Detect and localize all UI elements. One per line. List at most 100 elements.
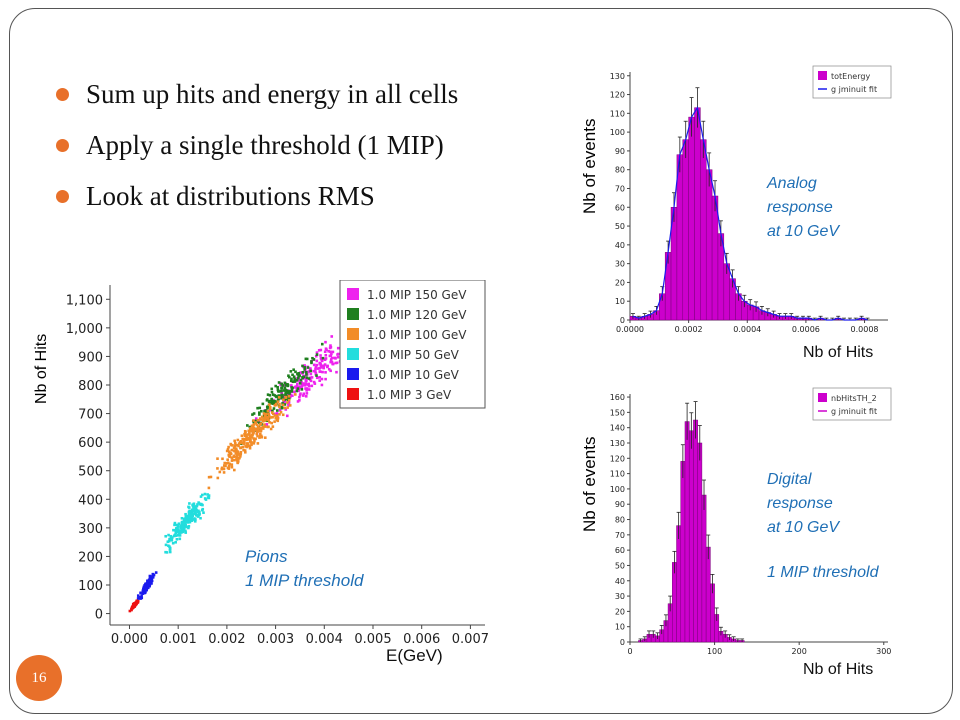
scatter-point <box>294 370 297 374</box>
scatter-point <box>290 377 293 381</box>
scatter-point <box>167 533 170 537</box>
y-tick-label: 130 <box>610 439 625 448</box>
scatter-point <box>305 392 309 395</box>
scatter-point <box>257 429 261 433</box>
histogram-bar <box>672 562 677 643</box>
scatter-point <box>284 388 288 392</box>
y-tick-label: 30 <box>615 260 625 269</box>
scatter-point <box>267 412 270 416</box>
page-number: 16 <box>16 655 62 701</box>
scatter-point <box>254 417 258 420</box>
scatter-point <box>314 371 318 375</box>
legend-box <box>812 387 892 421</box>
y-tick-label: 400 <box>78 493 103 508</box>
scatter-point <box>270 421 273 425</box>
legend-label: totEnergy <box>831 72 870 81</box>
scatter-point <box>251 413 254 416</box>
y-tick-label: 0 <box>620 638 625 647</box>
scatter-point <box>195 504 199 508</box>
scatter-point <box>324 353 328 357</box>
scatter-point <box>230 463 234 466</box>
scatter-point <box>148 577 152 581</box>
scatter-point <box>281 402 284 405</box>
legend-label: 1.0 MIP 50 GeV <box>367 348 460 362</box>
x-tick-label: 0.003 <box>257 632 294 647</box>
scatter-point <box>266 409 270 413</box>
scatter-point <box>303 376 307 380</box>
scatter-point <box>248 444 252 448</box>
scatter-point <box>274 402 278 406</box>
scatter-point <box>286 383 289 386</box>
scatter-point <box>243 449 247 452</box>
scatter-point <box>188 520 192 524</box>
scatter-point <box>277 397 280 401</box>
scatter-point <box>270 387 274 391</box>
scatter-point <box>255 432 259 436</box>
scatter-point <box>320 377 324 381</box>
scatter-point <box>180 527 184 531</box>
histogram-bar <box>676 525 682 643</box>
analog-histogram: 0 10 20 30 40 50 60 70 80 90 100 110 120 130 0.0000 0.0… <box>610 65 892 334</box>
x-tick-label: 100 <box>707 647 722 656</box>
scatter-point <box>324 347 328 351</box>
legend-label: 1.0 MIP 100 GeV <box>367 328 467 342</box>
scatter-point <box>180 521 184 525</box>
scatter-point <box>234 443 237 447</box>
scatter-point <box>275 395 278 399</box>
scatter-point <box>303 384 307 387</box>
y-tick-label: 160 <box>610 393 625 402</box>
scatter-point <box>164 534 167 538</box>
scatter-point <box>270 398 274 402</box>
scatter-point <box>318 376 321 379</box>
scatter-point <box>237 444 240 448</box>
scatter-point <box>255 429 259 433</box>
histogram-bar <box>700 139 707 321</box>
scatter-point <box>284 384 288 387</box>
scatter-point <box>273 394 277 397</box>
scatter-point <box>290 384 293 387</box>
scatter-point <box>222 471 226 474</box>
scatter-point <box>318 379 321 382</box>
scatter-point <box>286 406 289 409</box>
y-tick-label: 50 <box>615 222 625 231</box>
scatter-point <box>226 447 230 451</box>
scatter-point <box>248 429 252 432</box>
legend-swatch <box>347 308 359 320</box>
scatter-point <box>243 433 247 437</box>
digital-xlabel: Nb of Hits <box>803 661 874 678</box>
scatter-point <box>330 360 334 364</box>
scatter-point <box>284 395 288 399</box>
y-tick-label: 70 <box>615 531 625 540</box>
scatter-point <box>230 465 234 469</box>
legend-label: nbHitsTH_2 <box>831 394 877 403</box>
scatter-point <box>144 588 148 591</box>
legend-swatch <box>347 328 359 340</box>
scatter-point <box>310 360 313 363</box>
scatter-point <box>329 369 332 373</box>
scatter-point <box>330 352 333 356</box>
scatter-point <box>268 405 272 409</box>
scatter-legend: 1.0 MIP 150 GeV 1.0 MIP 120 GeV 1.0 MIP 10… <box>339 280 486 409</box>
scatter-point <box>313 382 317 385</box>
scatter-point <box>222 464 226 467</box>
scatter-point <box>191 512 195 516</box>
scatter-series <box>164 492 211 554</box>
scatter-point <box>182 520 185 524</box>
histogram-bar <box>688 430 694 643</box>
y-tick-label: 110 <box>610 470 625 479</box>
scatter-point <box>228 454 231 457</box>
scatter-point <box>256 406 259 410</box>
scatter-point <box>316 367 320 370</box>
scatter-point <box>130 607 134 610</box>
scatter-point <box>312 363 316 367</box>
scatter-point <box>261 402 265 406</box>
scatter-point <box>287 401 291 404</box>
y-tick-label: 300 <box>78 522 103 537</box>
scatter-point <box>296 387 300 390</box>
scatter-point <box>179 524 183 527</box>
scatter-point <box>337 352 340 356</box>
scatter-point <box>266 393 270 396</box>
scatter-point <box>264 413 268 416</box>
scatter-point <box>182 523 185 526</box>
scatter-point <box>188 502 191 505</box>
